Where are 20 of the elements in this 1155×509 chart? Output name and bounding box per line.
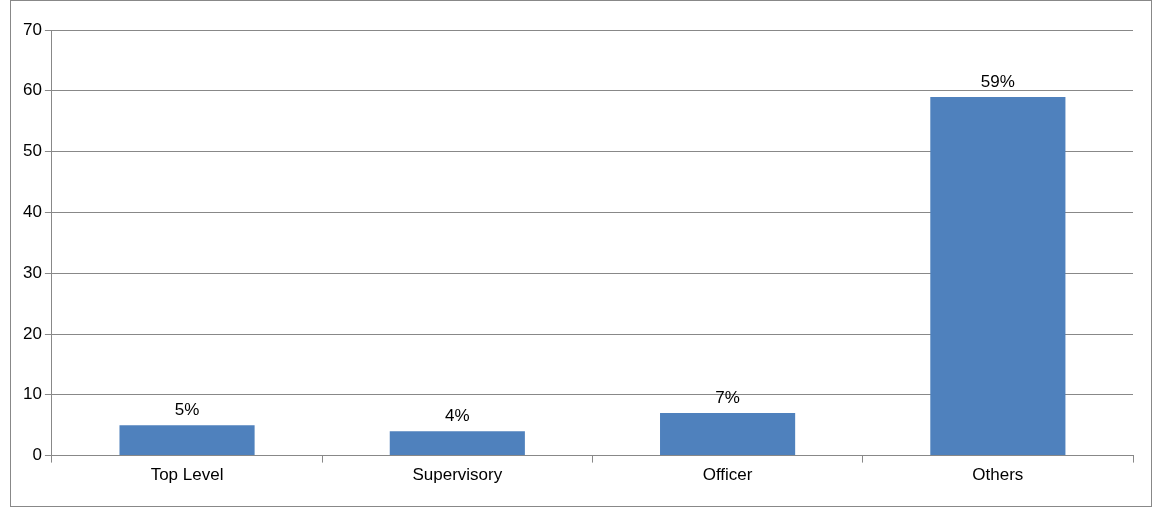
bar (119, 425, 255, 456)
data-label: 5% (174, 400, 200, 420)
bar (660, 413, 796, 456)
y-tick-label: 30 (22, 262, 42, 282)
data-label: 4% (445, 406, 470, 426)
y-tick-label: 10 (22, 384, 42, 404)
bar (389, 431, 525, 456)
y-tick-label: 20 (22, 323, 42, 343)
x-tick-label: Top Level (150, 465, 224, 485)
x-tick-label: Officer (702, 465, 753, 485)
y-tick-label: 50 (22, 141, 42, 161)
x-tick-label: Supervisory (412, 465, 503, 485)
data-label: 7% (715, 388, 740, 408)
x-tick-label: Others (972, 465, 1024, 485)
bar (930, 96, 1066, 456)
y-tick-label: 70 (22, 19, 42, 39)
y-tick-label: 60 (22, 80, 42, 100)
y-tick-label: 40 (22, 202, 42, 222)
y-tick-label: 0 (32, 445, 42, 465)
data-label: 59% (980, 72, 1015, 92)
